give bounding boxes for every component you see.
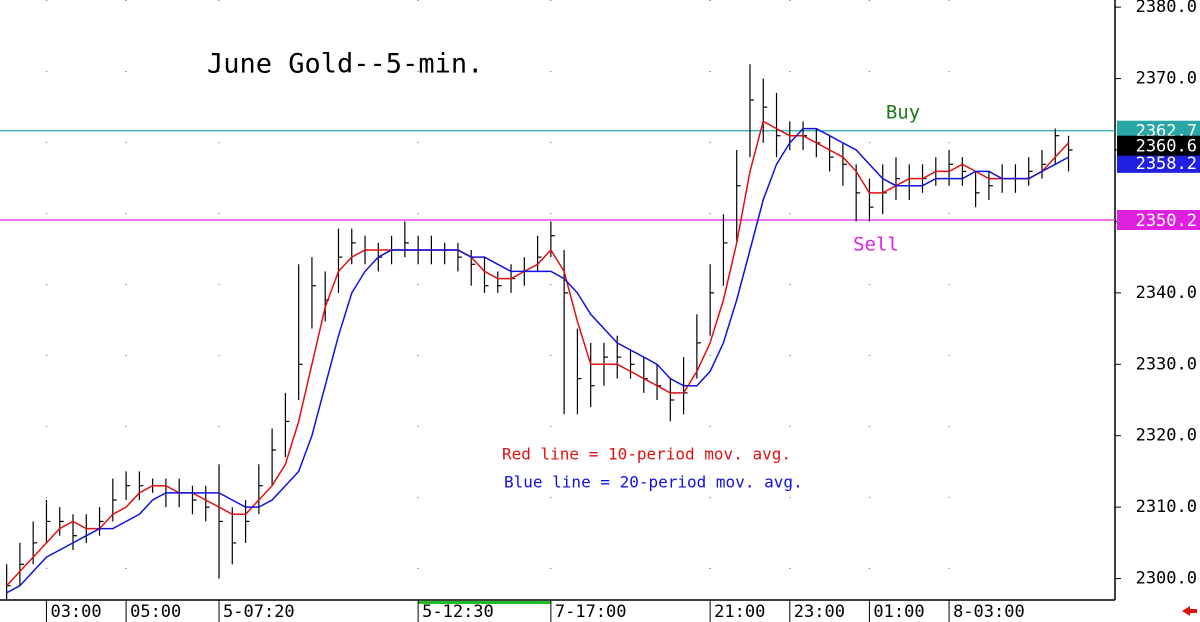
y-tick-label: 2370.0 bbox=[1136, 69, 1197, 89]
x-axis-highlight bbox=[418, 601, 551, 604]
price-label-box bbox=[1117, 152, 1200, 173]
x-tick-label: 23:00 bbox=[794, 602, 845, 622]
y-tick-label: 2320.0 bbox=[1136, 426, 1197, 446]
y-tick-label: 2380.0 bbox=[1136, 0, 1197, 17]
x-tick-label: 03:00 bbox=[50, 602, 101, 622]
annotation: Blue line = 20-period mov. avg. bbox=[504, 473, 803, 492]
annotation: Red line = 10-period mov. avg. bbox=[502, 445, 791, 464]
chart-title: June Gold--5-min. bbox=[207, 49, 483, 80]
x-tick-label: 7-17:00 bbox=[555, 602, 627, 622]
x-tick-label: 8-03:00 bbox=[953, 602, 1025, 622]
price-label: 2350.2 bbox=[1136, 211, 1197, 231]
price-label-box bbox=[1117, 210, 1200, 230]
price-label: 2360.6 bbox=[1136, 137, 1197, 157]
scroll-arrow[interactable] bbox=[1182, 606, 1197, 616]
price-label-box bbox=[1117, 135, 1200, 156]
x-tick-label: 05:00 bbox=[130, 602, 181, 622]
y-tick-label: 2340.0 bbox=[1136, 283, 1197, 303]
y-tick-label: 2310.0 bbox=[1136, 497, 1197, 517]
x-tick-label: 5-12:30 bbox=[422, 602, 494, 622]
annotation: Sell bbox=[853, 234, 899, 256]
moving-average-line bbox=[6, 127, 1069, 594]
x-tick-label: 01:00 bbox=[873, 602, 924, 622]
y-tick-label: 2300.0 bbox=[1136, 569, 1197, 589]
annotation: Buy bbox=[886, 102, 920, 124]
x-tick-label: 5-07:20 bbox=[223, 602, 295, 622]
x-tick-label: 21:00 bbox=[714, 602, 765, 622]
price-label: 2358.2 bbox=[1136, 154, 1197, 174]
y-tick-label: 2330.0 bbox=[1136, 354, 1197, 374]
